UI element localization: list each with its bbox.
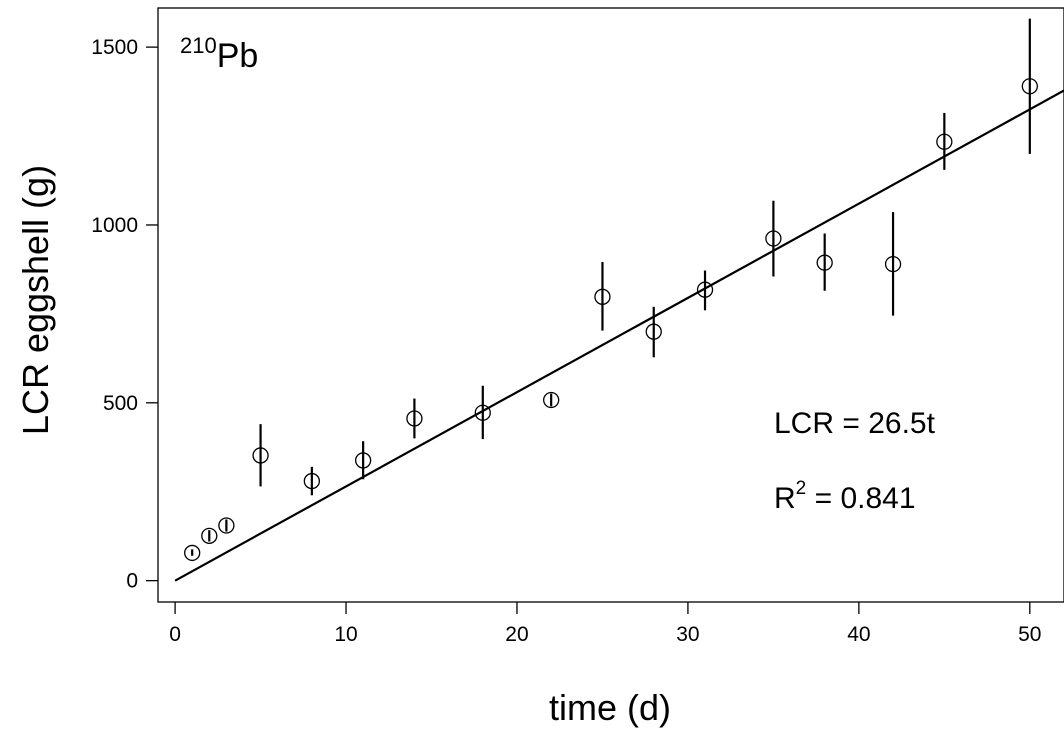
- y-tick-label: 0: [126, 570, 138, 593]
- point-marker: [765, 230, 782, 247]
- data-point: [303, 466, 320, 496]
- y-axis-label: LCR eggshell (g): [15, 165, 56, 435]
- data-point: [594, 261, 611, 331]
- point-marker: [252, 447, 269, 464]
- isotope-base: Pb: [217, 37, 259, 75]
- x-tick-label: 30: [676, 623, 699, 646]
- y-tick-label: 500: [103, 392, 138, 415]
- y-axis: 0 500 1000 1500: [91, 36, 158, 593]
- r2-label-sup: 2: [796, 478, 807, 499]
- x-axis: 0 10 20 30 40 50: [169, 602, 1041, 646]
- point-marker: [884, 255, 902, 273]
- x-tick-label: 20: [505, 623, 528, 646]
- isotope-label: 210Pb: [180, 33, 258, 75]
- isotope-superscript: 210: [180, 33, 217, 58]
- fit-line: [174, 89, 1064, 582]
- r2-label-base: R: [774, 482, 796, 515]
- y-tick-label: 1000: [91, 214, 138, 237]
- point-marker: [816, 254, 833, 271]
- x-axis-label: time (d): [549, 687, 671, 728]
- data-point: [543, 391, 560, 409]
- data-point: [474, 385, 491, 440]
- data-point: [884, 212, 902, 316]
- point-marker: [645, 323, 662, 340]
- plot-frame: [157, 7, 1064, 603]
- point-marker: [474, 404, 491, 421]
- r2-label-value: = 0.841: [806, 482, 915, 515]
- point-marker: [543, 391, 560, 409]
- data-point: [645, 306, 662, 358]
- x-tick-label: 40: [847, 623, 870, 646]
- data-point: [354, 441, 372, 480]
- point-marker: [1021, 78, 1038, 95]
- x-tick-label: 50: [1018, 623, 1041, 646]
- data-point: [816, 233, 833, 291]
- point-marker: [594, 288, 611, 305]
- data-point: [252, 424, 269, 487]
- x-tick-label: 0: [169, 623, 181, 646]
- data-point: [696, 270, 714, 311]
- data-point: [406, 398, 423, 439]
- x-tick-label: 10: [334, 623, 357, 646]
- point-marker: [936, 133, 953, 150]
- point-marker: [354, 452, 372, 469]
- data-points: [184, 18, 1038, 562]
- data-point: [184, 544, 201, 562]
- point-marker: [184, 544, 201, 562]
- y-tick-label: 1500: [91, 36, 138, 59]
- point-marker: [696, 281, 714, 298]
- equation-annotation: LCR = 26.5t: [774, 407, 936, 440]
- point-marker: [201, 527, 218, 544]
- data-point: [936, 112, 953, 170]
- r2-annotation: R2 = 0.841: [774, 478, 916, 515]
- data-point: [201, 527, 218, 544]
- point-marker: [303, 472, 320, 490]
- data-point: [1021, 18, 1038, 154]
- data-point: [765, 200, 782, 277]
- point-marker: [218, 517, 235, 534]
- point-marker: [406, 410, 423, 427]
- data-point: [218, 517, 235, 534]
- fit-line-group: [174, 89, 1064, 582]
